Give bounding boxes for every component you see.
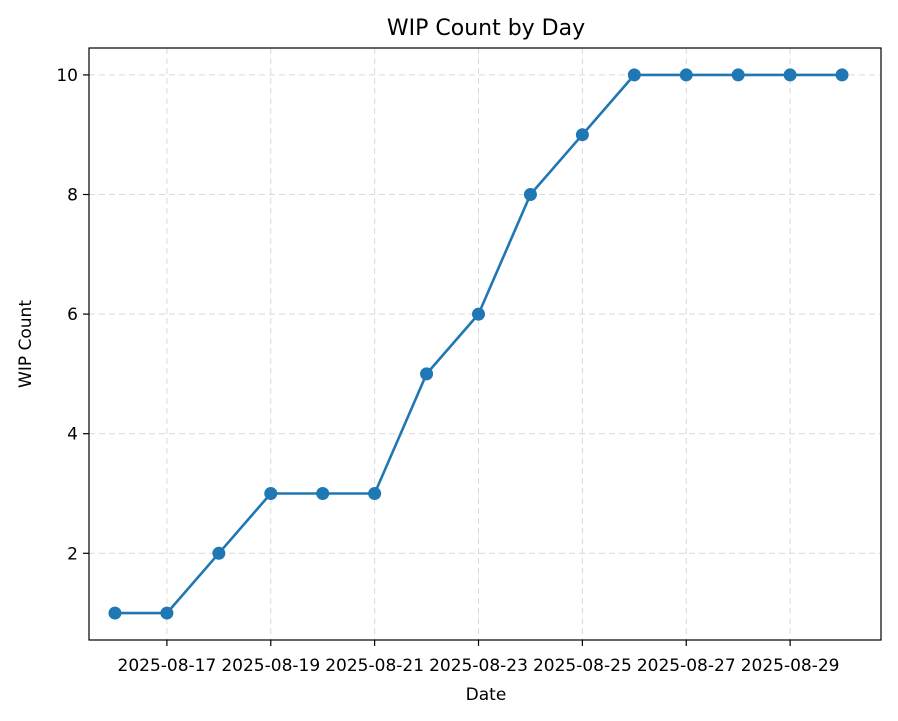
data-point bbox=[420, 367, 434, 381]
x-tick-label: 2025-08-23 bbox=[429, 656, 528, 676]
data-point bbox=[679, 68, 693, 82]
data-point bbox=[783, 68, 797, 82]
plot-frame bbox=[88, 47, 882, 641]
data-point bbox=[316, 486, 330, 500]
y-tick-label: 2 bbox=[67, 544, 78, 564]
data-point bbox=[212, 546, 226, 560]
y-tick-label: 10 bbox=[56, 66, 78, 86]
data-point bbox=[472, 307, 486, 321]
data-point bbox=[627, 68, 641, 82]
data-point bbox=[835, 68, 849, 82]
data-point bbox=[368, 486, 382, 500]
data-point bbox=[108, 606, 122, 620]
x-tick-label: 2025-08-17 bbox=[118, 656, 217, 676]
data-point bbox=[160, 606, 174, 620]
ticks-layer: 2025-08-17 2025-08-19 2025-08-21 2025-08-23… bbox=[56, 66, 839, 676]
x-tick-label: 2025-08-29 bbox=[741, 656, 840, 676]
data-point bbox=[575, 128, 589, 142]
data-point bbox=[264, 486, 278, 500]
x-tick-label: 2025-08-21 bbox=[325, 656, 424, 676]
y-axis-label: WIP Count bbox=[16, 300, 36, 388]
data-point bbox=[731, 68, 745, 82]
y-tick-label: 6 bbox=[67, 305, 78, 325]
chart-title: WIP Count by Day bbox=[387, 16, 585, 41]
x-tick-label: 2025-08-19 bbox=[221, 656, 320, 676]
x-tick-label: 2025-08-25 bbox=[533, 656, 632, 676]
data-point bbox=[523, 188, 537, 202]
y-tick-label: 4 bbox=[67, 425, 78, 445]
x-tick-label: 2025-08-27 bbox=[637, 656, 736, 676]
y-tick-label: 8 bbox=[67, 186, 78, 206]
grid-layer bbox=[89, 48, 881, 640]
series-layer bbox=[108, 68, 849, 620]
x-axis-label: Date bbox=[466, 685, 507, 705]
